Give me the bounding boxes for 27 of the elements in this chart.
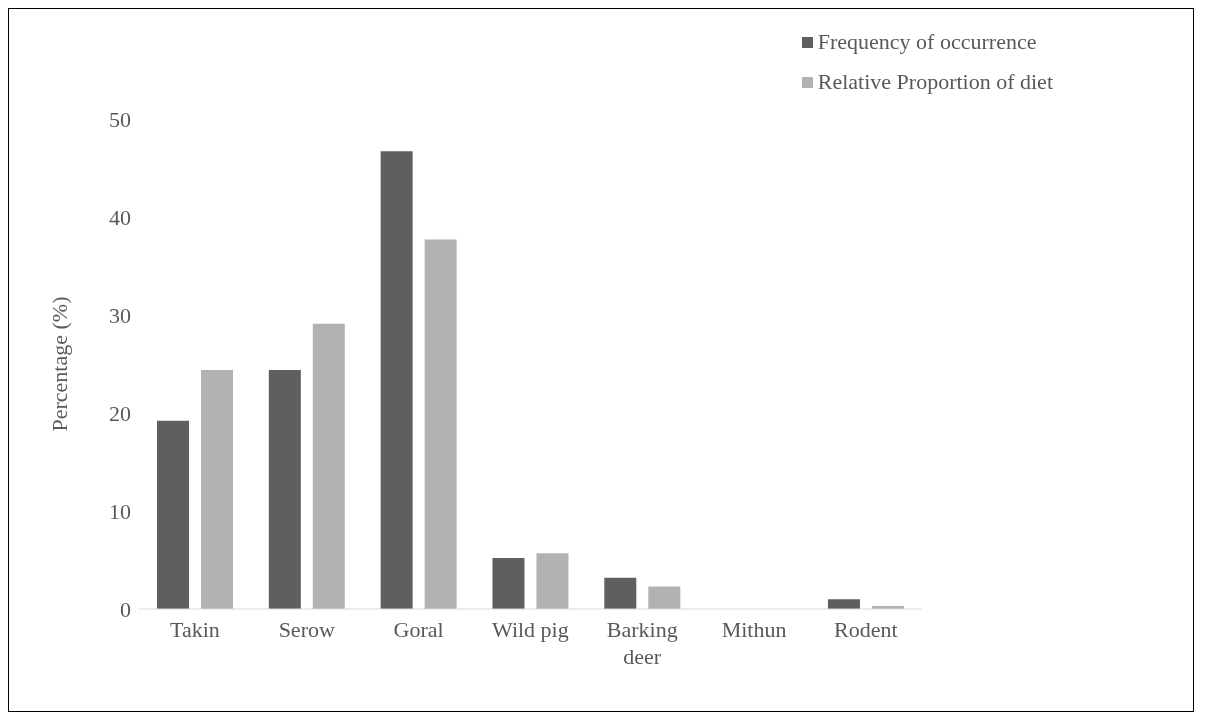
x-tick-label: Mithun (721, 617, 787, 642)
y-tick-label: 50 (109, 106, 131, 132)
y-tick-label: 0 (120, 596, 131, 622)
bar (604, 577, 637, 609)
bar (312, 323, 345, 609)
x-tick-label: Serow (278, 617, 335, 642)
x-tick-label: Barking deer (606, 617, 678, 669)
legend-label: Relative Proportion of diet (817, 69, 1053, 95)
bar (201, 369, 233, 609)
x-tick-label: Wild pig (492, 617, 569, 642)
x-tick-label: Goral (393, 617, 444, 642)
bar (827, 599, 860, 609)
x-tick-label: Rodent (834, 617, 898, 642)
bar (492, 558, 525, 609)
bar (536, 553, 569, 609)
y-axis-title: Percentage (%) (46, 296, 72, 432)
bar (424, 239, 457, 609)
legend-label: Frequency of occurrence (817, 29, 1037, 55)
y-tick-label: 10 (109, 498, 131, 524)
y-tick-label: 30 (109, 302, 131, 328)
bar (268, 369, 301, 609)
y-tick-label: 20 (109, 400, 131, 426)
bar (380, 151, 413, 609)
y-tick-label: 40 (109, 204, 131, 230)
bar (648, 586, 681, 609)
x-tick-label: Takin (170, 617, 220, 642)
bar (157, 420, 189, 609)
